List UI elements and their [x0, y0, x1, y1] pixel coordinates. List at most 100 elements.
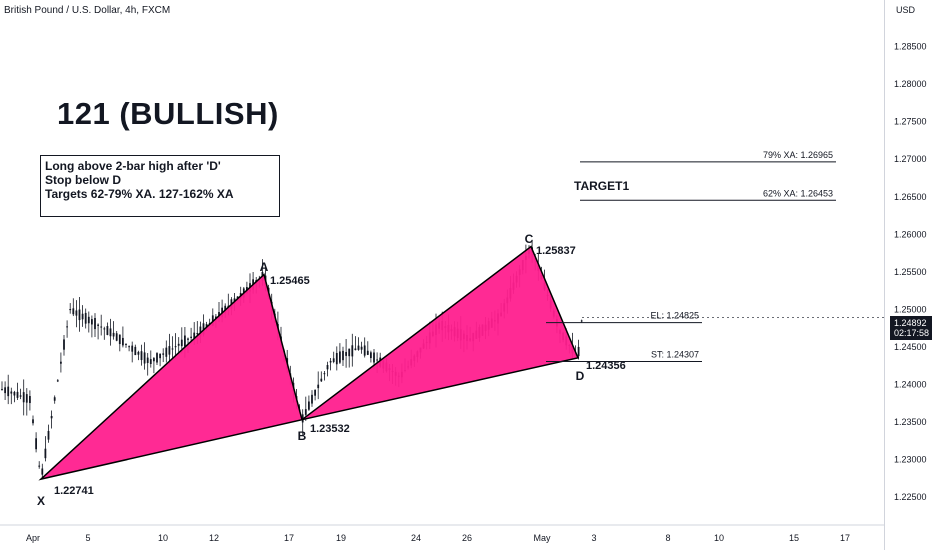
candle-body: [91, 319, 93, 325]
candle-body: [373, 352, 375, 363]
level-stop-label: ST: 1.24307: [651, 349, 699, 359]
candle-body: [7, 386, 10, 397]
pattern-value-c: 1.25837: [536, 245, 576, 257]
level-entry-label: EL: 1.24825: [650, 311, 699, 321]
candle-body: [118, 334, 121, 345]
pattern-point-c: C: [525, 232, 534, 246]
candle-body: [75, 310, 78, 316]
candle-body: [29, 396, 31, 404]
candle-body: [357, 345, 360, 350]
candle-body: [326, 365, 329, 370]
candle-body: [38, 465, 41, 467]
candle-body: [115, 333, 118, 341]
price-tick-label: 1.28500: [894, 42, 927, 52]
time-tick-label: 17: [284, 533, 294, 543]
candle-body: [56, 380, 59, 382]
candle-body: [16, 391, 19, 398]
candle-body: [22, 392, 25, 403]
candle-body: [60, 361, 62, 364]
time-tick-label: 10: [714, 533, 724, 543]
time-tick-label: Apr: [26, 533, 40, 543]
candle-body: [205, 324, 208, 329]
time-tick-label: May: [533, 533, 551, 543]
candle-body: [174, 346, 177, 348]
level-79-xa-label: 79% XA: 1.26965: [763, 150, 833, 160]
candle-body: [78, 309, 81, 321]
pattern-point-b: B: [298, 429, 307, 443]
candle-body: [109, 328, 112, 337]
price-tick-label: 1.26500: [894, 192, 927, 202]
candle-body: [47, 430, 50, 440]
candle-body: [97, 324, 99, 326]
candle-body: [311, 394, 313, 404]
time-tick-label: 24: [411, 533, 421, 543]
pattern-title: 121 (BULLISH): [57, 96, 279, 131]
candle-body: [370, 352, 372, 359]
candle-body: [69, 308, 72, 311]
candle-body: [199, 326, 202, 337]
candle-body: [304, 409, 307, 415]
price-tick-label: 1.26000: [894, 229, 927, 239]
candle-body: [137, 351, 140, 355]
candle-body: [13, 391, 16, 396]
target1-label: TARGET1: [574, 179, 629, 193]
trade-note-box: Long above 2-bar high after 'D' Stop bel…: [40, 155, 280, 217]
candle-body: [351, 345, 354, 357]
candle-body: [1, 388, 3, 390]
candle-body: [122, 337, 124, 346]
candle-body: [10, 391, 13, 394]
candle-body: [314, 389, 316, 396]
candle-body: [87, 316, 90, 324]
candle-body: [190, 336, 192, 338]
price-tick-label: 1.23000: [894, 455, 927, 465]
candle-body: [580, 320, 583, 322]
price-tick-label: 1.27000: [894, 154, 927, 164]
candle-body: [348, 348, 351, 357]
candle-body: [32, 419, 34, 424]
candle-body: [143, 352, 146, 364]
candle-body: [156, 353, 158, 363]
price-tick-label: 1.24500: [894, 342, 927, 352]
time-tick-label: 17: [840, 533, 850, 543]
candle-body: [159, 353, 161, 359]
pattern-point-x: X: [37, 494, 45, 508]
candle-body: [106, 326, 109, 335]
pattern-value-x: 1.22741: [54, 485, 94, 497]
time-tick-label: 5: [85, 533, 90, 543]
candle-body: [128, 346, 130, 348]
candle-body: [360, 346, 363, 350]
pattern-leg-xab[interactable]: [38, 273, 303, 481]
candle-body: [196, 332, 199, 335]
candle-body: [165, 347, 168, 357]
candle-body: [94, 317, 96, 330]
candle-body: [168, 346, 171, 355]
candle-body: [25, 394, 28, 403]
pattern-value-d: 1.24356: [586, 360, 626, 372]
price-tick-label: 1.28000: [894, 79, 927, 89]
candle-body: [342, 350, 344, 361]
note-line-entry: Long above 2-bar high after 'D': [45, 159, 221, 173]
candle-body: [153, 358, 155, 362]
time-tick-label: 8: [665, 533, 670, 543]
candle-body: [162, 353, 165, 355]
candle-body: [72, 308, 75, 315]
candle-body: [335, 352, 338, 365]
price-tick-label: 1.25000: [894, 304, 927, 314]
candle-body: [187, 338, 189, 340]
price-tick-label: 1.22500: [894, 492, 927, 502]
candle-body: [345, 352, 347, 356]
pattern-value-a: 1.25465: [270, 275, 310, 287]
candle-body: [134, 346, 137, 356]
candle-body: [202, 323, 205, 335]
candle-body: [63, 339, 65, 350]
candle-body: [81, 313, 84, 320]
time-tick-label: 15: [789, 533, 799, 543]
candle-body: [323, 373, 326, 375]
candle-body: [317, 384, 320, 389]
pattern-leg-bcd[interactable]: [301, 245, 580, 421]
currency-label: USD: [896, 5, 916, 15]
candle-body: [363, 345, 366, 356]
price-tick-label: 1.25500: [894, 267, 927, 277]
symbol-header: British Pound / U.S. Dollar, 4h, FXCM: [4, 5, 171, 16]
